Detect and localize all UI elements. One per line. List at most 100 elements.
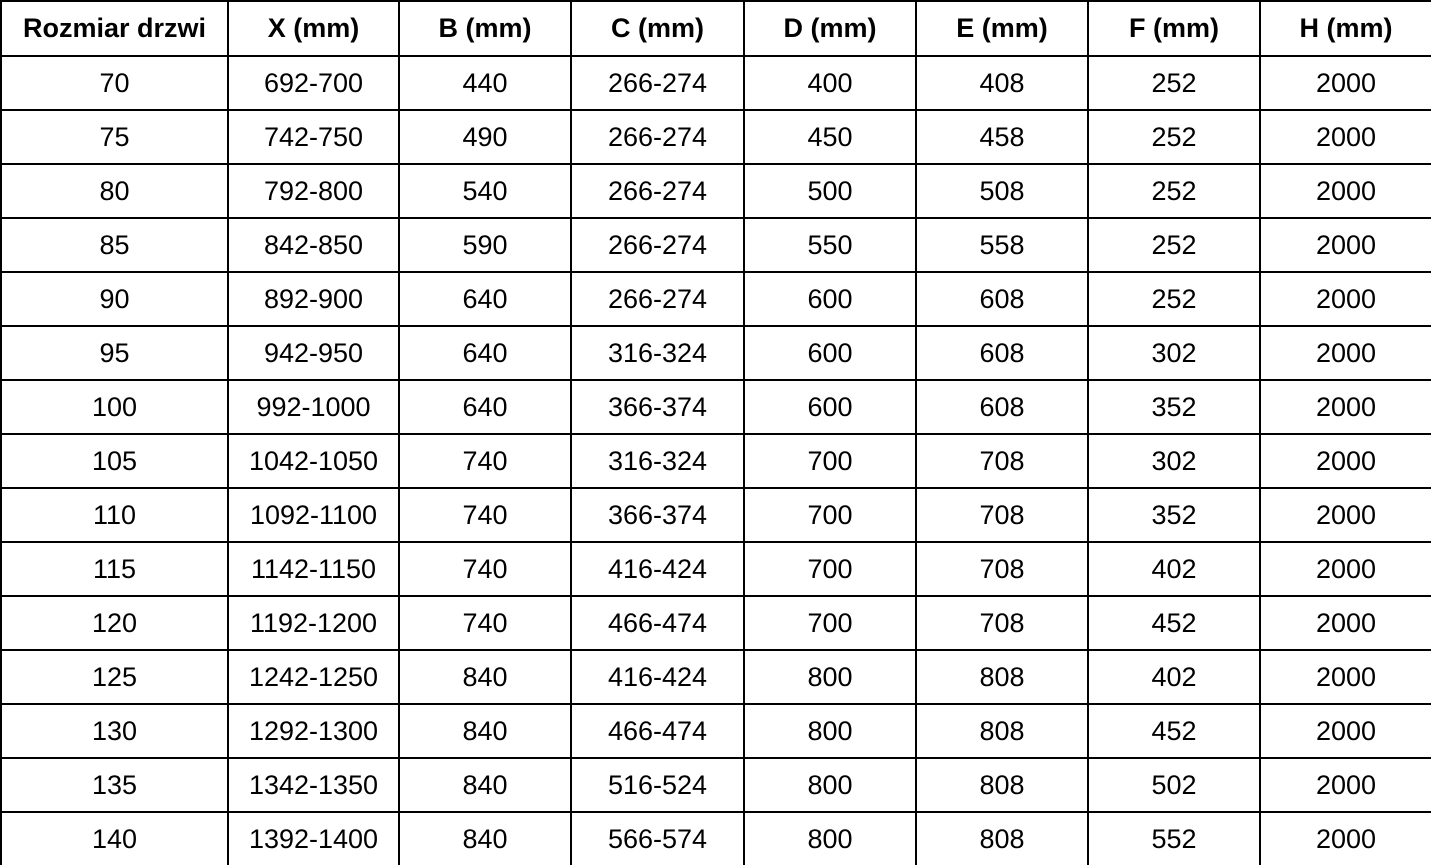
table-cell: 100 bbox=[0, 379, 229, 435]
table-cell: 85 bbox=[0, 217, 229, 273]
table-cell: 2000 bbox=[1259, 163, 1431, 219]
table-cell: 600 bbox=[743, 379, 917, 435]
table-row: 135 1342-1350 840 516-524 800 808 502 2000 bbox=[0, 757, 1431, 813]
table-cell: 792-800 bbox=[227, 163, 400, 219]
table-cell: 302 bbox=[1087, 433, 1261, 489]
table-row: 140 1392-1400 840 566-574 800 808 552 2000 bbox=[0, 811, 1431, 865]
table-cell: 502 bbox=[1087, 757, 1261, 813]
table-row: 120 1192-1200 740 466-474 700 708 452 2000 bbox=[0, 595, 1431, 651]
table-cell: 105 bbox=[0, 433, 229, 489]
table-cell: 266-274 bbox=[570, 271, 745, 327]
table-cell: 408 bbox=[915, 55, 1089, 111]
table-row: 70 692-700 440 266-274 400 408 252 2000 bbox=[0, 55, 1431, 111]
table-cell: 130 bbox=[0, 703, 229, 759]
table-cell: 508 bbox=[915, 163, 1089, 219]
table-cell: 742-750 bbox=[227, 109, 400, 165]
column-header-f-mm: F (mm) bbox=[1087, 0, 1261, 57]
table-cell: 402 bbox=[1087, 541, 1261, 597]
table-cell: 302 bbox=[1087, 325, 1261, 381]
table-cell: 2000 bbox=[1259, 703, 1431, 759]
table-cell: 452 bbox=[1087, 595, 1261, 651]
table-cell: 352 bbox=[1087, 379, 1261, 435]
table-cell: 80 bbox=[0, 163, 229, 219]
table-cell: 2000 bbox=[1259, 757, 1431, 813]
table-cell: 266-274 bbox=[570, 217, 745, 273]
table-row: 100 992-1000 640 366-374 600 608 352 2000 bbox=[0, 379, 1431, 435]
table-cell: 135 bbox=[0, 757, 229, 813]
table-cell: 840 bbox=[398, 649, 572, 705]
table-cell: 125 bbox=[0, 649, 229, 705]
table-cell: 490 bbox=[398, 109, 572, 165]
table-cell: 740 bbox=[398, 433, 572, 489]
table-cell: 500 bbox=[743, 163, 917, 219]
table-cell: 352 bbox=[1087, 487, 1261, 543]
table-row: 85 842-850 590 266-274 550 558 252 2000 bbox=[0, 217, 1431, 273]
table-cell: 2000 bbox=[1259, 217, 1431, 273]
table-cell: 540 bbox=[398, 163, 572, 219]
table-cell: 2000 bbox=[1259, 271, 1431, 327]
table-cell: 1392-1400 bbox=[227, 811, 400, 865]
table-cell: 740 bbox=[398, 595, 572, 651]
table-cell: 550 bbox=[743, 217, 917, 273]
table-cell: 2000 bbox=[1259, 649, 1431, 705]
table-cell: 2000 bbox=[1259, 433, 1431, 489]
column-header-x-mm: X (mm) bbox=[227, 0, 400, 57]
table-cell: 708 bbox=[915, 541, 1089, 597]
table-cell: 808 bbox=[915, 757, 1089, 813]
table-cell: 800 bbox=[743, 811, 917, 865]
table-cell: 1042-1050 bbox=[227, 433, 400, 489]
table-cell: 892-900 bbox=[227, 271, 400, 327]
column-header-b-mm: B (mm) bbox=[398, 0, 572, 57]
table-cell: 700 bbox=[743, 487, 917, 543]
table-cell: 600 bbox=[743, 325, 917, 381]
table-cell: 840 bbox=[398, 811, 572, 865]
table-cell: 75 bbox=[0, 109, 229, 165]
column-header-e-mm: E (mm) bbox=[915, 0, 1089, 57]
table-cell: 110 bbox=[0, 487, 229, 543]
table-cell: 800 bbox=[743, 757, 917, 813]
table-cell: 452 bbox=[1087, 703, 1261, 759]
table-cell: 252 bbox=[1087, 271, 1261, 327]
table-cell: 266-274 bbox=[570, 109, 745, 165]
table-cell: 1292-1300 bbox=[227, 703, 400, 759]
table-cell: 700 bbox=[743, 433, 917, 489]
table-cell: 115 bbox=[0, 541, 229, 597]
table-row: 75 742-750 490 266-274 450 458 252 2000 bbox=[0, 109, 1431, 165]
table-cell: 266-274 bbox=[570, 55, 745, 111]
table-row: 110 1092-1100 740 366-374 700 708 352 2000 bbox=[0, 487, 1431, 543]
table-cell: 1142-1150 bbox=[227, 541, 400, 597]
table-cell: 466-474 bbox=[570, 703, 745, 759]
table-cell: 252 bbox=[1087, 163, 1261, 219]
table-row: 115 1142-1150 740 416-424 700 708 402 2000 bbox=[0, 541, 1431, 597]
table-cell: 90 bbox=[0, 271, 229, 327]
table-cell: 95 bbox=[0, 325, 229, 381]
table-cell: 252 bbox=[1087, 217, 1261, 273]
table-cell: 2000 bbox=[1259, 379, 1431, 435]
table-cell: 566-574 bbox=[570, 811, 745, 865]
table-cell: 416-424 bbox=[570, 541, 745, 597]
table-cell: 800 bbox=[743, 703, 917, 759]
table-cell: 252 bbox=[1087, 109, 1261, 165]
column-header-c-mm: C (mm) bbox=[570, 0, 745, 57]
table-cell: 2000 bbox=[1259, 487, 1431, 543]
table-cell: 316-324 bbox=[570, 325, 745, 381]
table-cell: 140 bbox=[0, 811, 229, 865]
table-cell: 120 bbox=[0, 595, 229, 651]
table-row: 130 1292-1300 840 466-474 800 808 452 2000 bbox=[0, 703, 1431, 759]
table-row: 80 792-800 540 266-274 500 508 252 2000 bbox=[0, 163, 1431, 219]
table-cell: 640 bbox=[398, 325, 572, 381]
table-cell: 400 bbox=[743, 55, 917, 111]
table-cell: 608 bbox=[915, 325, 1089, 381]
table-cell: 440 bbox=[398, 55, 572, 111]
table-cell: 252 bbox=[1087, 55, 1261, 111]
table-cell: 808 bbox=[915, 703, 1089, 759]
table-cell: 2000 bbox=[1259, 595, 1431, 651]
table-cell: 402 bbox=[1087, 649, 1261, 705]
table-cell: 266-274 bbox=[570, 163, 745, 219]
table-cell: 840 bbox=[398, 757, 572, 813]
table-cell: 640 bbox=[398, 379, 572, 435]
table-cell: 600 bbox=[743, 271, 917, 327]
table-cell: 2000 bbox=[1259, 109, 1431, 165]
table-cell: 1092-1100 bbox=[227, 487, 400, 543]
table-cell: 808 bbox=[915, 649, 1089, 705]
